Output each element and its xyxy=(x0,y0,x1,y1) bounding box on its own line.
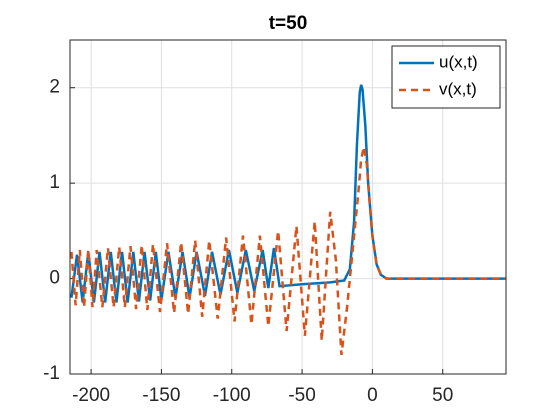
axes-box xyxy=(69,39,507,375)
y-tick-label: 2 xyxy=(49,77,60,98)
x-tick-label: 50 xyxy=(432,385,453,406)
legend-label: u(x,t) xyxy=(439,52,478,71)
x-tick-label: -50 xyxy=(288,385,315,406)
legend-box xyxy=(391,45,501,109)
x-tick-label: -200 xyxy=(72,385,110,406)
series-line xyxy=(70,146,506,356)
chart-title: t=50 xyxy=(269,13,308,34)
y-tick-label: 1 xyxy=(49,172,60,193)
y-tick-label: -1 xyxy=(43,363,60,384)
x-tick-label: -100 xyxy=(213,385,251,406)
y-tick-label: 0 xyxy=(49,268,60,289)
x-tick-label: 0 xyxy=(367,385,378,406)
x-tick-label: -150 xyxy=(142,385,180,406)
legend-label: v(x,t) xyxy=(439,79,477,98)
